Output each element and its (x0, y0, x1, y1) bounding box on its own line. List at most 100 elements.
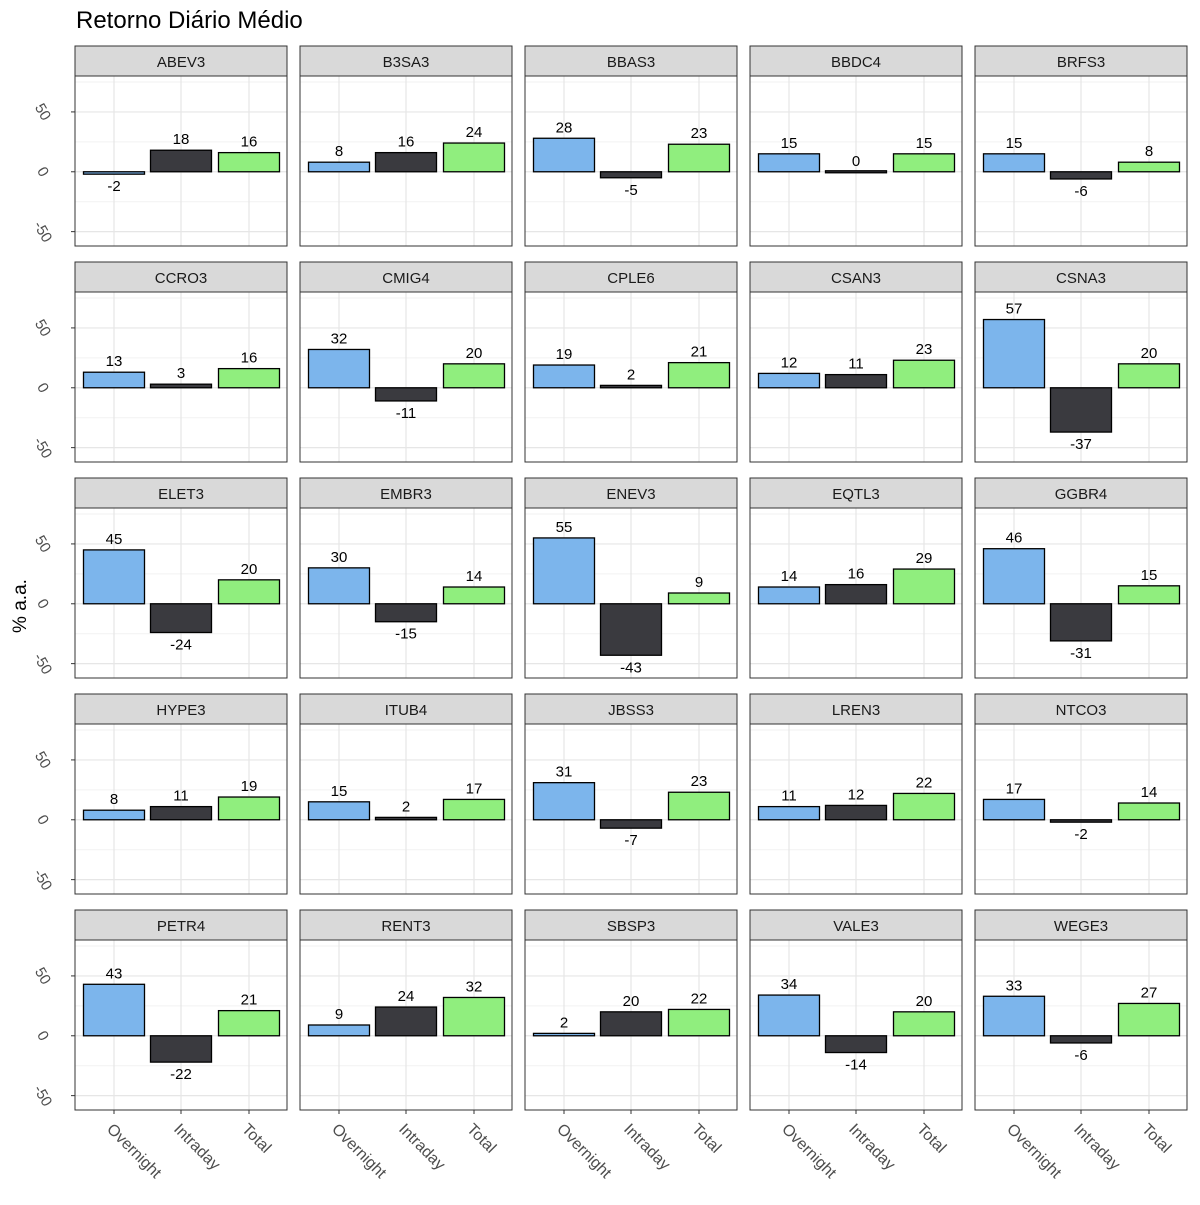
data-label: 22 (691, 990, 708, 1007)
facet-strip-label: PETR4 (157, 918, 205, 935)
bar-total (892, 568, 956, 605)
facet-panel: SBSP3 2 20 22 Overnight Intraday Total (524, 909, 738, 1182)
bar-intraday (824, 1035, 888, 1054)
facet-strip (74, 45, 288, 77)
bar-intraday (374, 603, 438, 623)
bar-total (1117, 161, 1181, 173)
data-label: -31 (1070, 645, 1092, 662)
bar-total (892, 792, 956, 821)
data-label: 32 (331, 330, 348, 347)
facet-panel: WEGE3 33 -6 27 Overnight Intraday Total (974, 909, 1188, 1182)
bar-total (667, 361, 731, 389)
bar-intraday (824, 583, 888, 605)
bar-overnight (82, 171, 146, 175)
bar-total (217, 579, 281, 605)
data-label: 2 (402, 798, 410, 815)
x-tick-label: Total (1138, 1121, 1174, 1157)
data-label: 23 (916, 341, 933, 358)
bar-overnight (82, 549, 146, 605)
x-tick-label: Overnight (1003, 1121, 1064, 1182)
data-label: 27 (1141, 984, 1158, 1001)
facet-strip-label: CCRO3 (155, 270, 208, 287)
data-label: 33 (1006, 977, 1023, 994)
facet-strip (974, 477, 1188, 509)
facet-panel: CSNA3 57 -37 20 (974, 261, 1188, 463)
data-label: -22 (170, 1066, 192, 1083)
data-label: 46 (1006, 530, 1023, 547)
data-label: -6 (1074, 1047, 1087, 1064)
bar-intraday (1049, 171, 1113, 180)
bar-total (1117, 363, 1181, 389)
bar-intraday (374, 1006, 438, 1037)
data-label: 23 (691, 125, 708, 142)
facet-strip-label: RENT3 (381, 918, 430, 935)
bar-overnight (757, 805, 821, 821)
panel-border (299, 291, 513, 463)
data-label: 8 (335, 143, 343, 160)
facet-strip (524, 477, 738, 509)
chart-title: Retorno Diário Médio (76, 7, 303, 34)
panel-border (749, 75, 963, 247)
bar-total (892, 1011, 956, 1037)
bar-intraday (824, 373, 888, 389)
data-label: 13 (106, 353, 123, 370)
data-label: 55 (556, 519, 573, 536)
panel-border (749, 291, 963, 463)
data-label: -11 (396, 405, 417, 422)
data-label: 31 (556, 764, 573, 781)
bar-total (217, 796, 281, 821)
facet-panel: CCRO3 13 3 16 -50 0 50 (30, 261, 288, 463)
bar-intraday (824, 804, 888, 821)
data-label: 14 (1141, 784, 1158, 801)
bar-overnight (757, 994, 821, 1037)
bar-overnight (307, 801, 371, 821)
y-tick-label: 0 (33, 164, 52, 180)
data-label: 9 (695, 574, 703, 591)
facet-panel: HYPE3 8 11 19 -50 0 50 (30, 693, 288, 895)
facet-strip-label: ITUB4 (385, 702, 428, 719)
data-label: -14 (845, 1057, 867, 1074)
bar-overnight (82, 371, 146, 389)
data-label: 17 (466, 780, 483, 797)
facet-panel: CMIG4 32 -11 20 (299, 261, 513, 463)
x-tick-label: Overnight (553, 1121, 614, 1182)
data-label: 43 (106, 965, 123, 982)
panel-border (974, 75, 1188, 247)
x-tick-label: Intraday (170, 1121, 223, 1174)
data-label: 19 (241, 778, 258, 795)
bar-total (442, 798, 506, 821)
bar-intraday (1049, 1035, 1113, 1044)
y-tick-label: 50 (31, 965, 54, 988)
x-tick-label: Intraday (1070, 1121, 1123, 1174)
x-tick-label: Total (238, 1121, 274, 1157)
data-label: -5 (624, 182, 637, 199)
data-label: 16 (241, 350, 258, 367)
facet-strip (299, 909, 513, 941)
panel-border (299, 723, 513, 895)
data-label: 32 (466, 978, 483, 995)
bar-total (892, 359, 956, 389)
facet-strip (524, 693, 738, 725)
x-tick-label: Total (913, 1121, 949, 1157)
bar-total (442, 996, 506, 1037)
bar-intraday (149, 383, 213, 389)
facet-strip (974, 909, 1188, 941)
bar-total (667, 143, 731, 173)
facet-strip-label: CSNA3 (1056, 270, 1106, 287)
facet-strip (299, 261, 513, 293)
panel-border (524, 723, 738, 895)
data-label: 22 (916, 774, 933, 791)
facet-panel: PETR4 43 -22 21 -50 0 50 Overnight Intraday Total (30, 909, 288, 1182)
data-label: 23 (691, 773, 708, 790)
bar-intraday (374, 387, 438, 402)
bar-intraday (149, 805, 213, 821)
facet-strip-label: CSAN3 (831, 270, 881, 287)
bar-overnight (982, 995, 1046, 1037)
facet-strip (749, 909, 963, 941)
facet-strip-label: BRFS3 (1057, 54, 1105, 71)
bar-intraday (824, 170, 888, 174)
data-label: 14 (466, 568, 483, 585)
data-label: 3 (177, 365, 185, 382)
data-label: 15 (331, 783, 348, 800)
